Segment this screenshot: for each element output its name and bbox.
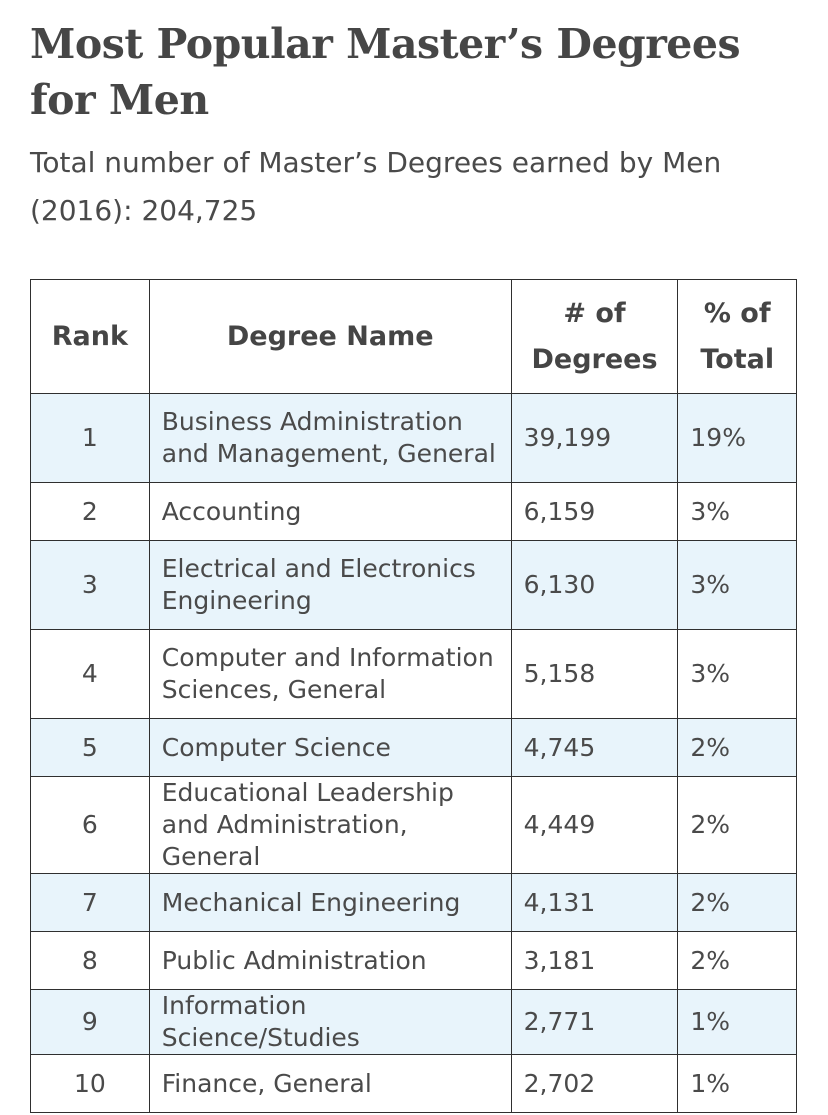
percent-cell: 3% (677, 482, 797, 541)
degree-count-cell: 2,702 (510, 1054, 679, 1113)
rank-cell: 10 (30, 1054, 150, 1113)
degree-count-cell: 2,771 (510, 989, 679, 1055)
degree-name-cell: Business Administration and Management, … (148, 393, 512, 483)
rank-cell: 7 (30, 873, 150, 932)
table-row: 5 Computer Science 4,745 2% (30, 718, 797, 777)
degree-count-cell: 6,159 (510, 482, 679, 541)
percent-cell: 2% (677, 931, 797, 990)
degree-name-cell: Mechanical Engineering (148, 873, 512, 932)
degree-name-cell: Accounting (148, 482, 512, 541)
rank-cell: 3 (30, 540, 150, 630)
header-number-of-degrees: # of Degrees (510, 279, 679, 394)
table-row: 8 Public Administration 3,181 2% (30, 931, 797, 990)
percent-cell: 1% (677, 1054, 797, 1113)
degree-count-cell: 4,131 (510, 873, 679, 932)
total-degrees-subtitle: Total number of Master’s Degrees earned … (30, 146, 722, 227)
degree-count-cell: 4,745 (510, 718, 679, 777)
degree-count-cell: 5,158 (510, 629, 679, 719)
percent-cell: 2% (677, 776, 797, 874)
table-row: 6 Educational Leadership and Administrat… (30, 776, 797, 874)
degree-name-cell: Educational Leadership and Administratio… (148, 776, 512, 874)
degree-count-cell: 3,181 (510, 931, 679, 990)
rank-cell: 5 (30, 718, 150, 777)
header-rank: Rank (30, 279, 150, 394)
degree-name-cell: Finance, General (148, 1054, 512, 1113)
table-row: 1 Business Administration and Management… (30, 393, 797, 483)
degree-name-cell: Information Science/Studies (148, 989, 512, 1055)
table-row: 7 Mechanical Engineering 4,131 2% (30, 873, 797, 932)
percent-cell: 1% (677, 989, 797, 1055)
rank-cell: 9 (30, 989, 150, 1055)
degree-name-cell: Computer and Information Sciences, Gener… (148, 629, 512, 719)
degree-count-cell: 39,199 (510, 393, 679, 483)
header-degree-name: Degree Name (148, 279, 512, 394)
table-row: 3 Electrical and Electronics Engineering… (30, 540, 797, 630)
degree-name-cell: Computer Science (148, 718, 512, 777)
percent-cell: 2% (677, 718, 797, 777)
table-row: 2 Accounting 6,159 3% (30, 482, 797, 541)
rank-cell: 4 (30, 629, 150, 719)
table-row: 10 Finance, General 2,702 1% (30, 1054, 797, 1113)
percent-cell: 3% (677, 629, 797, 719)
percent-cell: 19% (677, 393, 797, 483)
degree-count-cell: 4,449 (510, 776, 679, 874)
table-header-row: Rank Degree Name # of Degrees % of Total (30, 279, 797, 394)
degrees-table: Rank Degree Name # of Degrees % of Total… (30, 279, 797, 1113)
degree-count-cell: 6,130 (510, 540, 679, 630)
table-row: 9 Information Science/Studies 2,771 1% (30, 989, 797, 1055)
percent-cell: 2% (677, 873, 797, 932)
percent-cell: 3% (677, 540, 797, 630)
degree-name-cell: Electrical and Electronics Engineering (148, 540, 512, 630)
degree-name-cell: Public Administration (148, 931, 512, 990)
rank-cell: 6 (30, 776, 150, 874)
header-percent-of-total: % of Total (677, 279, 797, 394)
page-title: Most Popular Master’s Degrees for Men (30, 20, 741, 124)
rank-cell: 1 (30, 393, 150, 483)
table-row: 4 Computer and Information Sciences, Gen… (30, 629, 797, 719)
rank-cell: 8 (30, 931, 150, 990)
rank-cell: 2 (30, 482, 150, 541)
